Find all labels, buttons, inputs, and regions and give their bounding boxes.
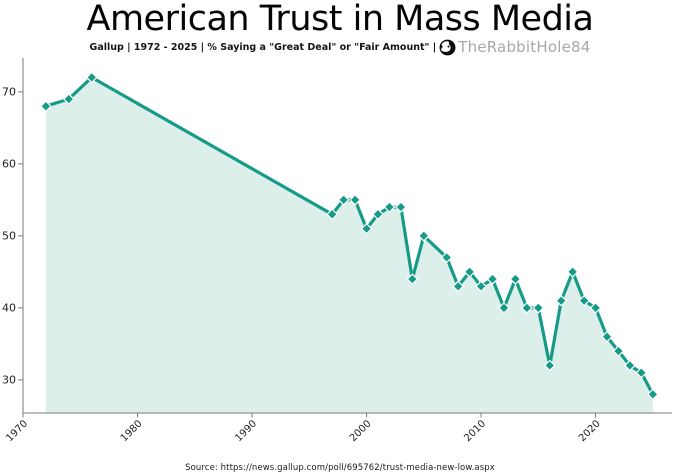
data-point-2000: [360, 222, 373, 235]
data-point-1976: [85, 71, 98, 84]
x-tick-label-1990: 1990: [233, 418, 259, 444]
data-point-2012: [498, 302, 510, 314]
brand-name: TheRabbitHole84: [458, 38, 591, 56]
data-point-2023: [624, 359, 636, 372]
data-point-2021: [601, 330, 613, 343]
data-point-2008: [452, 280, 464, 293]
data-point-2017: [555, 294, 568, 307]
data-point-2013: [509, 273, 522, 285]
x-tick-label-2010: 2010: [462, 418, 488, 444]
data-point-1972: [40, 100, 52, 113]
y-tick-label-60: 60: [2, 158, 16, 171]
x-tick-label-1970: 1970: [4, 418, 30, 444]
y-tick-label-70: 70: [2, 86, 16, 99]
data-point-2016: [543, 359, 556, 372]
rabbit-in-circle-icon: [439, 39, 456, 56]
data-point-2009: [463, 266, 476, 278]
subtitle-text: Gallup | 1972 - 2025 | % Saying a "Great…: [89, 41, 437, 53]
data-point-2004: [406, 273, 419, 285]
data-point-2019: [578, 294, 590, 307]
data-point-2007: [440, 251, 453, 264]
source-citation: Source: https://news.gallup.com/poll/695…: [185, 463, 495, 473]
x-tick-label-1980: 1980: [119, 418, 145, 444]
chart-title: American Trust in Mass Media: [86, 0, 594, 39]
data-point-2022: [612, 345, 625, 357]
data-points: [40, 71, 659, 401]
area-fill: [45, 77, 653, 414]
data-point-2020: [589, 302, 602, 314]
data-point-2014: [521, 302, 533, 314]
data-point-1997: [326, 208, 339, 221]
data-point-2011: [486, 273, 499, 285]
data-point-2015: [532, 302, 545, 314]
data-point-2025: [646, 388, 659, 401]
data-point-1998: [337, 194, 350, 206]
chart-subtitle: Gallup | 1972 - 2025 | % Saying a "Great…: [0, 38, 680, 56]
data-point-2001: [372, 208, 384, 221]
y-tick-label-30: 30: [2, 374, 16, 387]
data-point-1999: [349, 194, 361, 206]
x-tick-label-2000: 2000: [348, 418, 374, 444]
y-tick-label-40: 40: [2, 302, 16, 315]
y-tick-label-50: 50: [2, 230, 16, 243]
data-point-2010: [475, 280, 487, 293]
data-point-2002: [383, 201, 396, 213]
x-tick-label-2020: 2020: [577, 418, 603, 444]
data-point-1974: [62, 93, 75, 105]
data-point-2003: [395, 201, 407, 213]
data-point-2024: [635, 366, 648, 379]
data-point-2005: [417, 230, 430, 242]
data-point-2018: [566, 266, 579, 278]
